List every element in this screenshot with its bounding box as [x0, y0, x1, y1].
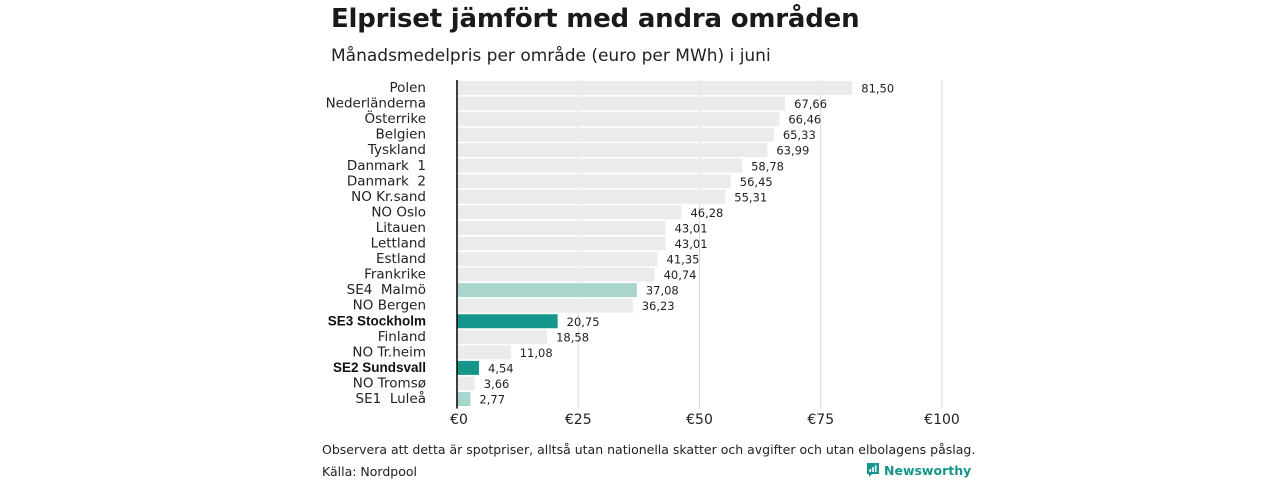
value-label: 20,75	[567, 315, 600, 329]
bar	[457, 329, 548, 344]
chart-title: Elpriset jämfört med andra områden	[331, 4, 860, 34]
bar	[457, 81, 853, 95]
category-label: NO Kr.sand	[351, 189, 426, 205]
value-label: 58,78	[751, 159, 784, 173]
bar-chart: PolenNederländernaÖsterrikeBelgienTyskla…	[326, 80, 960, 428]
category-label: Estland	[376, 251, 426, 267]
x-tick-label: €25	[565, 412, 592, 428]
category-label: Danmark 2	[347, 173, 426, 189]
bar	[457, 376, 475, 391]
x-tick-label: €100	[924, 412, 960, 428]
value-label: 56,45	[740, 175, 773, 189]
bar	[457, 298, 633, 313]
category-label: Polen	[389, 80, 426, 96]
bar	[457, 96, 786, 111]
category-label: NO Tromsø	[353, 375, 426, 391]
category-label: NO Oslo	[371, 204, 426, 220]
value-label: 37,08	[646, 284, 679, 298]
category-label: SE2 Sundsvall	[333, 360, 426, 375]
value-label: 11,08	[520, 346, 553, 360]
value-label: 67,66	[794, 97, 827, 111]
category-labels: PolenNederländernaÖsterrikeBelgienTyskla…	[326, 80, 426, 407]
bar	[457, 236, 666, 251]
source-credit: Källa: Nordpool	[322, 464, 417, 479]
category-label: SE3 Stockholm	[328, 313, 426, 328]
value-label: 41,35	[667, 253, 700, 267]
value-label: 63,99	[776, 144, 809, 158]
category-label: Nederländerna	[326, 96, 426, 112]
chart-subtitle: Månadsmedelpris per område (euro per MWh…	[331, 46, 771, 66]
newsworthy-logo-icon	[867, 463, 879, 477]
value-label: 46,28	[690, 206, 723, 220]
value-label: 43,01	[675, 237, 708, 251]
category-label: Lettland	[371, 236, 426, 252]
bar	[457, 392, 471, 406]
category-label: Frankrike	[364, 267, 426, 283]
value-label: 2,77	[479, 393, 505, 407]
bar	[457, 360, 480, 375]
bar	[457, 158, 743, 173]
value-label: 43,01	[675, 221, 708, 235]
brand-name: Newsworthy	[884, 462, 972, 478]
bar	[457, 283, 637, 298]
bar	[457, 345, 511, 360]
category-label: SE4 Malmö	[347, 282, 426, 298]
x-tick-label: €75	[807, 412, 834, 428]
value-label: 65,33	[783, 128, 816, 142]
value-label: 40,74	[664, 268, 697, 282]
bar	[457, 220, 666, 235]
bar	[457, 143, 768, 158]
newsworthy-brand[interactable]: Newsworthy	[866, 462, 971, 478]
bar	[457, 314, 558, 329]
category-label: Finland	[378, 329, 426, 345]
category-label: Tyskland	[367, 142, 426, 158]
value-label: 81,50	[861, 82, 894, 96]
bar	[457, 174, 731, 189]
bar	[457, 205, 682, 220]
bar	[457, 189, 726, 204]
value-label: 55,31	[734, 190, 767, 204]
bar	[457, 112, 780, 127]
category-label: Belgien	[376, 127, 427, 143]
bars	[457, 81, 853, 406]
x-tick-label: €0	[450, 412, 468, 428]
x-tick-label: €50	[686, 412, 713, 428]
value-label: 66,46	[788, 113, 821, 127]
bar	[457, 252, 658, 267]
category-label: Danmark 1	[347, 158, 426, 174]
value-label: 36,23	[642, 299, 675, 313]
category-label: NO Bergen	[353, 298, 426, 314]
x-axis-ticks: €0 €25 €50 €75 €100	[450, 412, 960, 428]
bar	[457, 127, 774, 142]
category-label: Österrike	[364, 109, 426, 127]
value-label: 4,54	[488, 361, 514, 375]
bar	[457, 267, 655, 282]
category-label: SE1 Luleå	[356, 390, 426, 407]
value-label: 3,66	[484, 377, 510, 391]
value-label: 18,58	[556, 330, 589, 344]
category-label: NO Tr.heim	[352, 344, 426, 360]
category-label: Litauen	[376, 220, 426, 236]
footnote: Observera att detta är spotpriser, allts…	[322, 442, 976, 457]
